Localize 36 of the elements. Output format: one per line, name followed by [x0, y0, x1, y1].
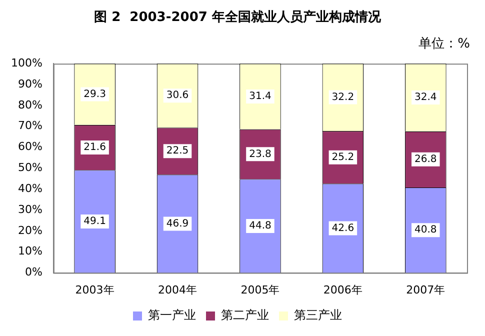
y-tick-label: 10%: [18, 244, 42, 258]
legend-label: 第三产业: [294, 308, 342, 322]
x-tick-label: 2003年: [75, 283, 114, 296]
data-label: 44.8: [249, 220, 272, 232]
data-label: 32.2: [332, 92, 354, 103]
legend-label: 第二产业: [221, 308, 269, 322]
y-tick-label: 60%: [18, 140, 42, 154]
x-tick-label: 2007年: [406, 283, 446, 296]
data-label: 21.6: [84, 142, 106, 154]
data-label: 40.8: [414, 224, 437, 236]
legend-label: 第一产业: [148, 308, 196, 322]
data-label: 22.5: [166, 146, 189, 157]
data-label: 32.4: [414, 92, 437, 104]
y-tick-label: 100%: [10, 56, 42, 70]
text: 单位：%: [418, 36, 470, 52]
y-tick-label: 70%: [18, 119, 42, 132]
data-label: 49.1: [84, 216, 106, 228]
x-tick-label: 2005年: [240, 283, 280, 296]
y-tick-label: 80%: [18, 98, 42, 112]
data-label: 23.8: [249, 148, 272, 160]
y-tick-label: 50%: [18, 161, 42, 174]
y-tick-label: 40%: [18, 182, 42, 195]
y-tick-label: 20%: [18, 224, 42, 237]
data-label: 26.8: [414, 154, 437, 166]
data-label: 30.6: [166, 90, 189, 102]
data-label: 31.4: [249, 91, 272, 102]
y-tick-label: 0%: [24, 266, 42, 279]
y-tick-label: 90%: [18, 77, 42, 90]
data-label: 46.9: [166, 218, 189, 230]
data-label: 29.3: [84, 88, 106, 100]
y-tick-label: 30%: [18, 202, 42, 216]
data-label: 42.6: [332, 222, 354, 234]
x-tick-label: 2004年: [158, 283, 198, 296]
chart-title: 图 2 2003-2007 年全国就业人员产业构成情况: [94, 9, 382, 26]
x-tick-label: 2006年: [323, 283, 362, 296]
data-label: 25.2: [332, 152, 354, 163]
